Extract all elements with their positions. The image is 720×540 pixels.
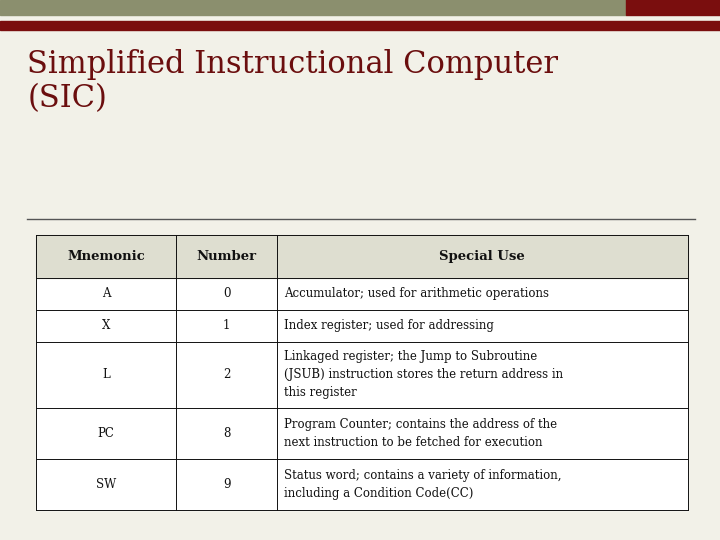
Bar	[36, 235, 688, 278]
Bar	[0, 0, 626, 15]
Text: X: X	[102, 319, 110, 332]
Text: 9: 9	[223, 478, 230, 491]
Text: A: A	[102, 287, 110, 300]
Bar	[0, 21, 720, 30]
Text: 1: 1	[223, 319, 230, 332]
Text: Special Use: Special Use	[439, 249, 525, 263]
Text: SW: SW	[96, 478, 116, 491]
Text: (JSUB) instruction stores the return address in: (JSUB) instruction stores the return add…	[284, 368, 564, 381]
Text: this register: this register	[284, 386, 357, 399]
Text: Program Counter; contains the address of the: Program Counter; contains the address of…	[284, 418, 557, 431]
Text: Status word; contains a variety of information,: Status word; contains a variety of infor…	[284, 469, 562, 482]
Text: PC: PC	[98, 427, 114, 440]
Bar	[36, 235, 688, 510]
Text: L: L	[102, 368, 110, 381]
Text: Linkaged register; the Jump to Subroutine: Linkaged register; the Jump to Subroutin…	[284, 350, 538, 363]
Text: including a Condition Code(CC): including a Condition Code(CC)	[284, 487, 474, 500]
Bar	[626, 0, 720, 15]
Text: 8: 8	[223, 427, 230, 440]
Text: 2: 2	[223, 368, 230, 381]
Text: Mnemonic: Mnemonic	[67, 249, 145, 263]
Text: 0: 0	[223, 287, 230, 300]
Text: Accumulator; used for arithmetic operations: Accumulator; used for arithmetic operati…	[284, 287, 549, 300]
Text: Index register; used for addressing: Index register; used for addressing	[284, 319, 494, 332]
Text: next instruction to be fetched for execution: next instruction to be fetched for execu…	[284, 436, 543, 449]
Text: Number: Number	[197, 249, 256, 263]
Text: Simplified Instructional Computer
(SIC): Simplified Instructional Computer (SIC)	[27, 49, 559, 114]
